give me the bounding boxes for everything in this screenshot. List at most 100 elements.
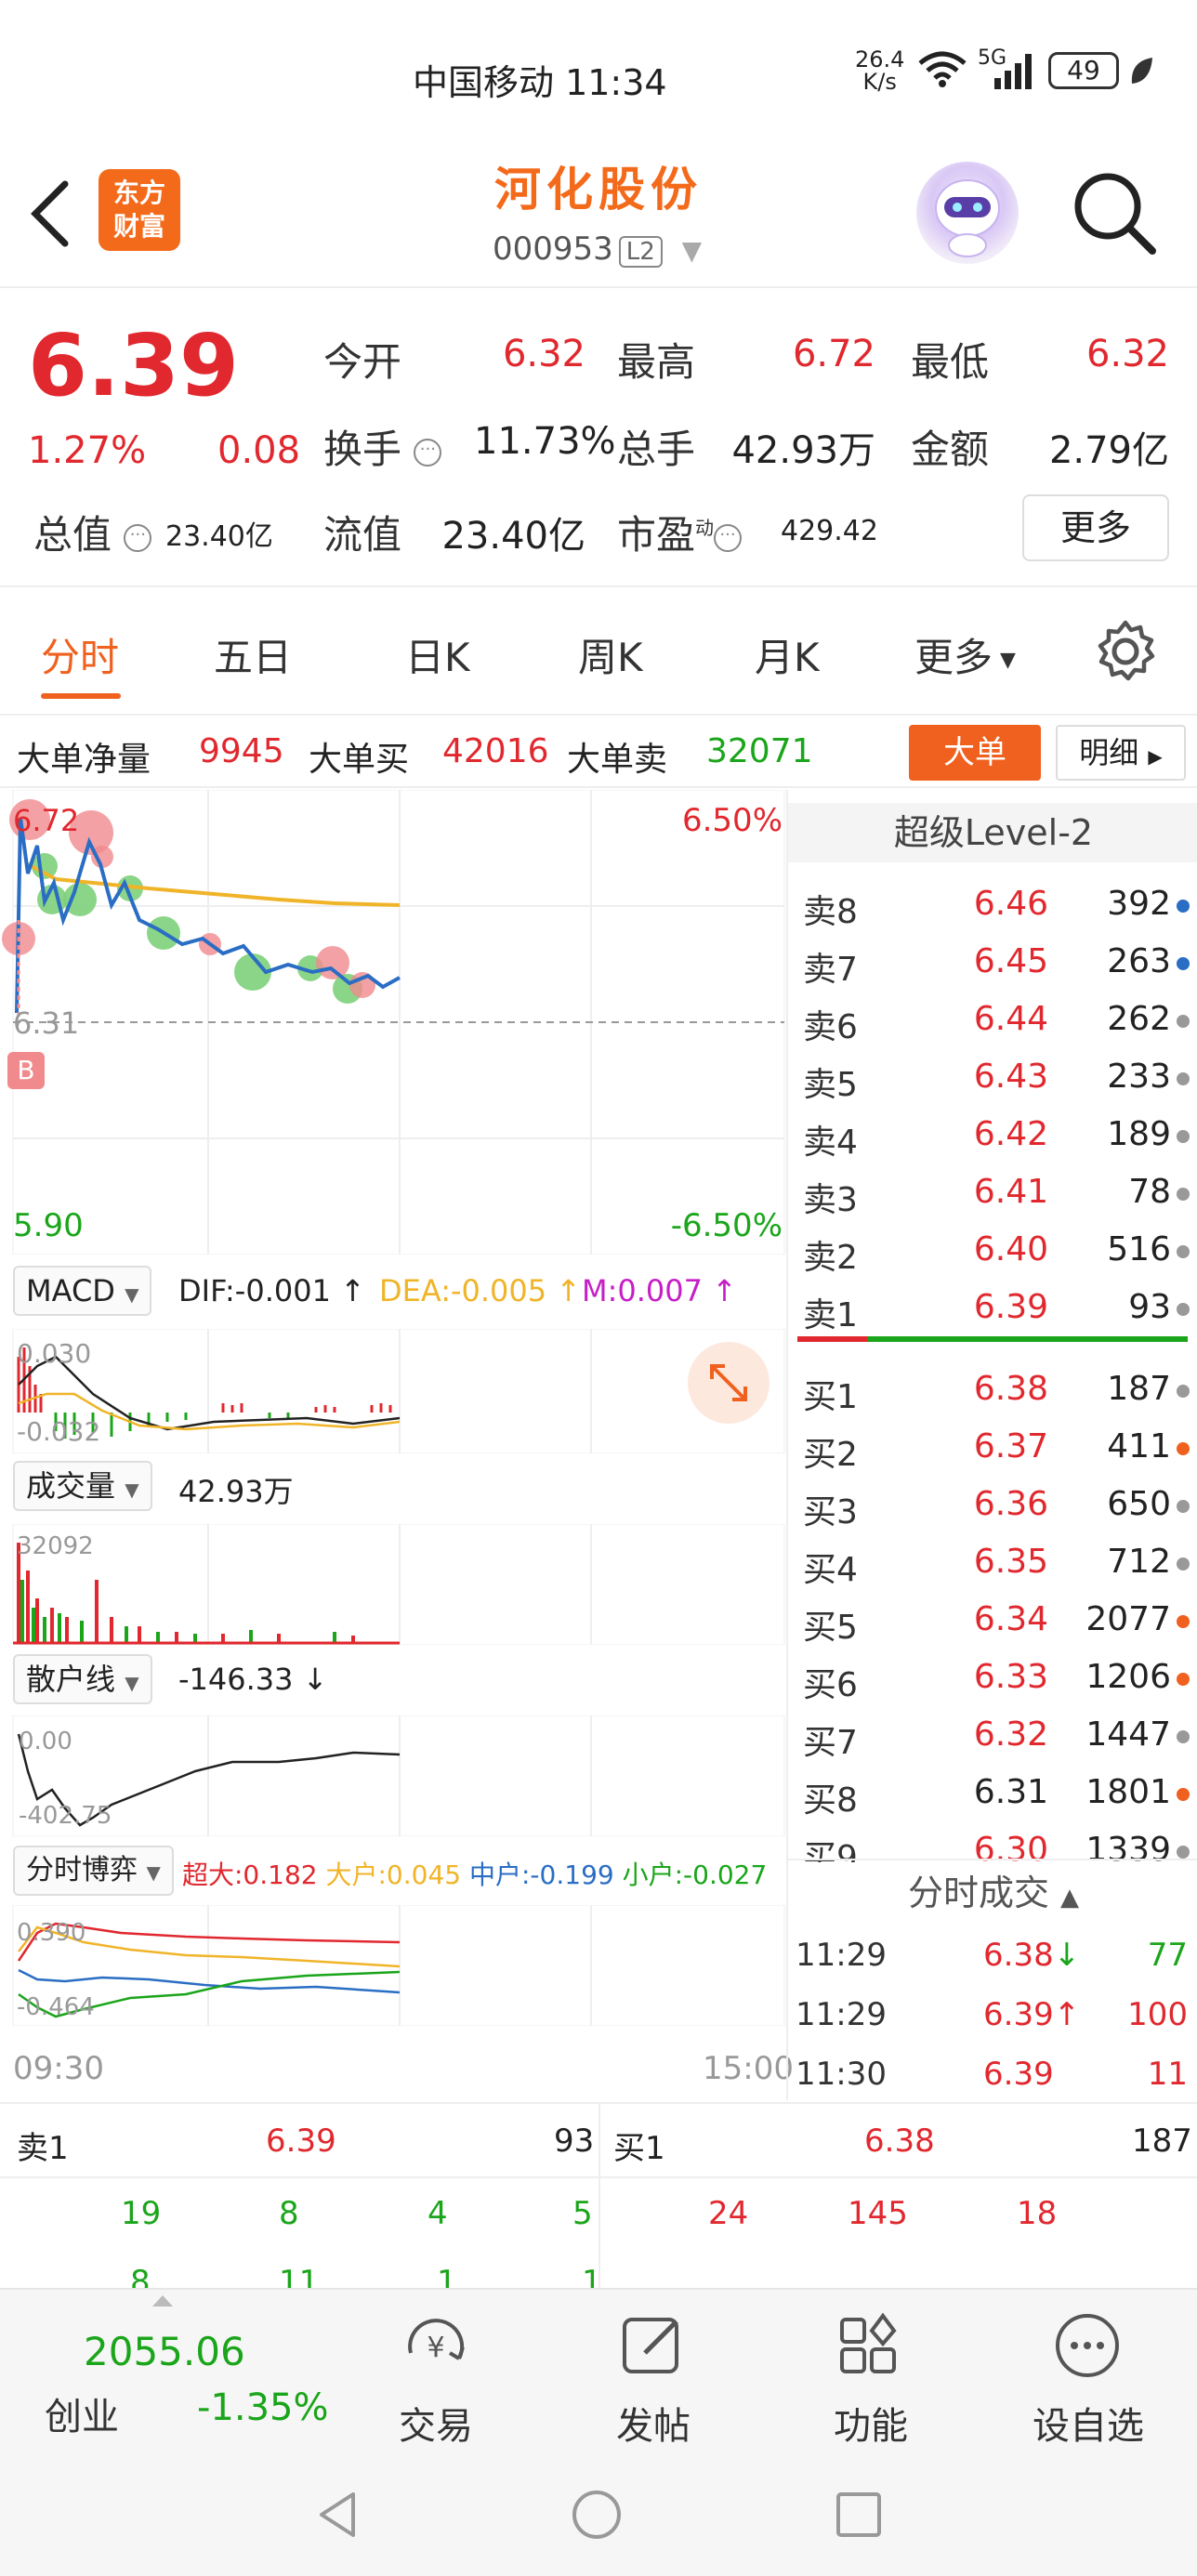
nav-features[interactable]: 功能	[801, 2307, 940, 2450]
back-arrow-icon[interactable]	[26, 178, 72, 249]
macd-chart[interactable]: 0.030 -0.032	[0, 1329, 786, 1453]
tick-price: 6.39↑	[983, 1996, 1081, 2033]
market-cap-label[interactable]: 总值 ···	[33, 504, 152, 560]
big-order-button[interactable]: 大单	[909, 725, 1041, 781]
nav-add-watchlist[interactable]: 设自选	[1019, 2307, 1158, 2450]
bid-volume: 2077	[1085, 1600, 1171, 1638]
ask-volume: 262	[1107, 1000, 1171, 1038]
more-dots-icon	[1056, 2314, 1119, 2377]
tab-more[interactable]: 更多 ▼	[914, 635, 1016, 680]
buy-value: 42016	[442, 732, 549, 770]
nav-post[interactable]: 发帖	[584, 2307, 723, 2450]
bid-level-label: 买4	[803, 1551, 858, 1589]
retail-line-value: -146.33 ↓	[178, 1662, 328, 1697]
more-dots-icon: ···	[124, 523, 152, 552]
current-price: 6.39	[28, 316, 239, 415]
price-chart[interactable]: 6.72 6.50% 6.31 5.90 -6.50%	[0, 790, 786, 1255]
index-ticker[interactable]: 2055.06 创业 -1.35%	[0, 2290, 362, 2451]
bid-price: 6.37	[973, 1427, 1048, 1465]
queue-row-divider	[0, 2176, 1197, 2178]
app-logo[interactable]: 东方财富	[99, 169, 180, 251]
order-source-dot-icon	[1177, 1188, 1190, 1201]
macd-selector[interactable]: MACD ▼	[13, 1266, 152, 1316]
bid-row[interactable]: 买5 6.34 2077	[788, 1591, 1197, 1649]
robot-assistant-avatar[interactable]	[916, 162, 1019, 264]
pe-label[interactable]: 市盈动 ···	[617, 504, 743, 560]
low-label: 最低	[911, 339, 990, 385]
tab-five-day[interactable]: 五日	[214, 635, 293, 680]
bid-price: 6.34	[973, 1600, 1048, 1638]
intraday-chart-area[interactable]: 6.72 6.50% 6.31 5.90 -6.50% B MACD ▼ DIF…	[0, 790, 794, 2100]
buy-label: 大单买	[309, 741, 410, 779]
bid-row[interactable]: 买1 6.38 187	[788, 1360, 1197, 1418]
turnover-label[interactable]: 换手 ···	[323, 418, 442, 475]
bid-row[interactable]: 买8 6.31 1801	[788, 1764, 1197, 1821]
bid-row[interactable]: 买2 6.37 411	[788, 1418, 1197, 1476]
bid-row[interactable]: 买6 6.33 1206	[788, 1649, 1197, 1706]
detail-button[interactable]: 明细 ▶	[1056, 725, 1186, 781]
index-value: 2055.06	[84, 2329, 245, 2374]
ask-row[interactable]: 卖3 6.41 78	[788, 1163, 1197, 1221]
search-icon[interactable]	[1071, 169, 1160, 258]
price-axis-top: 6.72	[13, 803, 79, 838]
bid-volume: 1447	[1085, 1715, 1171, 1754]
ask-volume: 93	[1128, 1288, 1171, 1326]
macd-axis-top: 0.030	[17, 1338, 91, 1369]
ask-row[interactable]: 卖6 6.44 262	[788, 991, 1197, 1048]
collapse-triangle-icon[interactable]	[151, 2293, 175, 2308]
ask-row[interactable]: 卖1 6.39 93	[788, 1279, 1197, 1336]
dropdown-triangle-icon: ▼	[681, 235, 703, 266]
high-value: 6.72	[792, 333, 875, 375]
order-book-title: 超级Level-2	[788, 803, 1197, 862]
order-source-dot-icon	[1177, 1130, 1190, 1143]
bid-row[interactable]: 买4 6.35 712	[788, 1533, 1197, 1591]
ask-level-label: 卖4	[803, 1124, 858, 1162]
ask-volume: 516	[1107, 1230, 1171, 1268]
ask-row[interactable]: 卖8 6.46 392	[788, 875, 1197, 933]
trade-icon: ¥	[408, 2319, 465, 2364]
volume-chart[interactable]: 32092	[0, 1524, 786, 1645]
retail-line-chart[interactable]: 0.00 -402.75	[0, 1715, 786, 1836]
ask-level-label: 卖5	[803, 1066, 858, 1104]
retail-line-selector[interactable]: 散户线 ▼	[13, 1654, 152, 1704]
home-circle-icon[interactable]	[569, 2487, 625, 2543]
recents-square-icon[interactable]	[831, 2487, 887, 2543]
ask-row[interactable]: 卖5 6.43 233	[788, 1048, 1197, 1106]
wifi-icon	[918, 51, 967, 87]
bid-row[interactable]: 买3 6.36 650	[788, 1476, 1197, 1533]
intraday-game-selector[interactable]: 分时博弈 ▼	[13, 1846, 174, 1896]
nav-trade[interactable]: ¥ 交易	[366, 2307, 506, 2450]
small-value: 小户:-0.027	[622, 1860, 768, 1890]
tab-day-k[interactable]: 日K	[405, 635, 470, 680]
bid-price: 6.36	[973, 1485, 1048, 1523]
trade-ticks-header[interactable]: 分时成交 ▲	[788, 1859, 1197, 1924]
tab-intraday[interactable]: 分时	[41, 635, 120, 680]
buy-marker[interactable]: B	[7, 1052, 45, 1089]
bid-price: 6.38	[973, 1370, 1048, 1408]
gear-icon[interactable]	[1093, 619, 1158, 684]
tick-volume: 100	[1127, 1996, 1188, 2033]
trade-tick-row: 11:30 6.39 11	[788, 2048, 1197, 2104]
system-navigation-bar	[0, 2450, 1197, 2576]
ask-row[interactable]: 卖2 6.40 516	[788, 1221, 1197, 1279]
reference-price: 6.31	[13, 1005, 79, 1041]
volume-selector[interactable]: 成交量 ▼	[13, 1461, 152, 1511]
dropdown-triangle-icon: ▼	[125, 1672, 139, 1694]
ask-row[interactable]: 卖7 6.45 263	[788, 933, 1197, 991]
bid-row[interactable]: 买7 6.32 1447	[788, 1706, 1197, 1764]
pct-axis-bottom: -6.50%	[671, 1207, 783, 1244]
dropdown-triangle-icon: ▼	[146, 1861, 161, 1884]
more-quote-button[interactable]: 更多	[1022, 494, 1169, 561]
market-cap-value: 23.40亿	[165, 520, 273, 553]
amount-value: 2.79亿	[1048, 429, 1169, 472]
low-value: 6.32	[1085, 333, 1169, 375]
intraday-game-chart[interactable]: 0.390 -0.464	[0, 1905, 786, 2026]
bid-row[interactable]: 买9 6.30 1339	[788, 1821, 1197, 1862]
back-triangle-icon[interactable]	[312, 2487, 368, 2543]
expand-button[interactable]	[688, 1342, 770, 1424]
ask-row[interactable]: 卖4 6.42 189	[788, 1106, 1197, 1163]
ask-volume: 189	[1107, 1115, 1171, 1153]
tab-week-k[interactable]: 周K	[578, 635, 643, 680]
stock-code-selector[interactable]: 000953 L2 ▼	[493, 230, 703, 268]
tab-month-k[interactable]: 月K	[755, 635, 820, 680]
